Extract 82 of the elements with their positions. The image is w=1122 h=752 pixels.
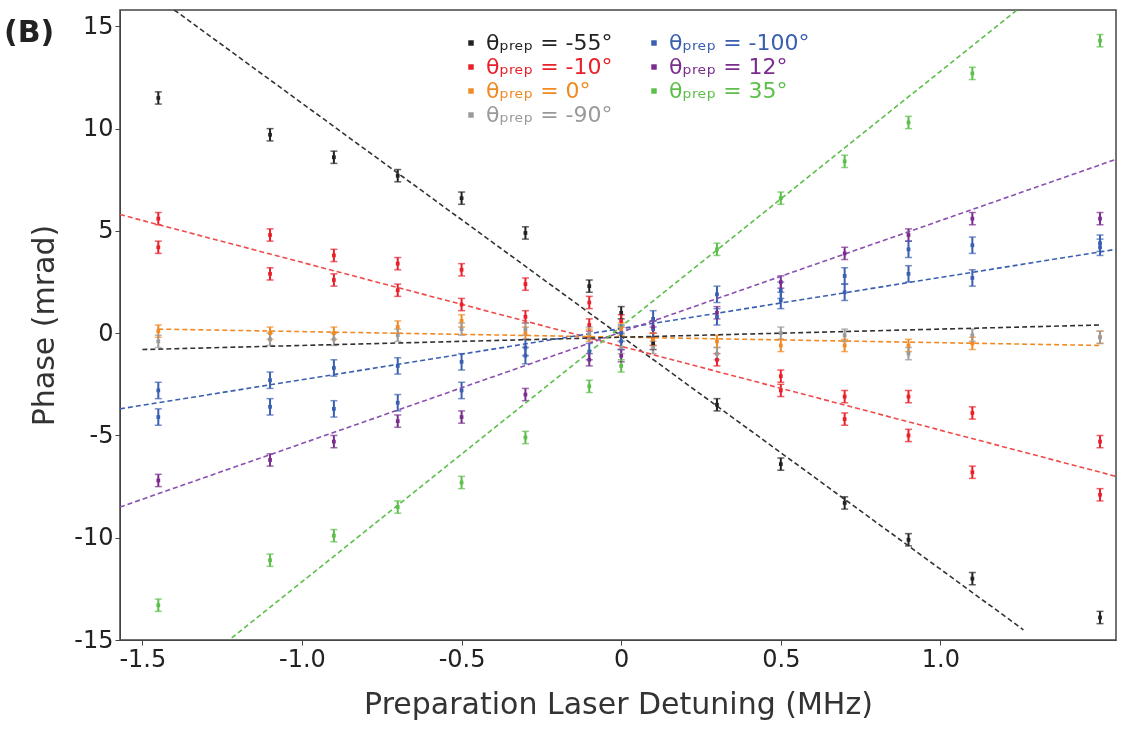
point [268, 404, 272, 409]
point [715, 310, 719, 315]
point [395, 400, 400, 405]
point [619, 310, 624, 315]
point [970, 411, 975, 415]
point [395, 288, 400, 293]
point [778, 196, 783, 201]
y-tick-label: 0 [98, 318, 114, 347]
point [842, 290, 847, 295]
point [268, 271, 272, 276]
point [970, 576, 975, 581]
point [842, 159, 847, 164]
point [332, 278, 336, 282]
y-tick-label: 15 [82, 11, 114, 40]
point [715, 247, 719, 252]
legend-label: θₚᵣₑₚ = -90° [486, 102, 613, 127]
point [970, 243, 975, 248]
point [156, 415, 161, 419]
point [778, 374, 783, 379]
point [395, 419, 400, 424]
point [1098, 38, 1102, 43]
point [268, 458, 272, 462]
legend-label: θₚᵣₑₚ = 0° [486, 78, 591, 103]
point [156, 216, 161, 221]
point [970, 216, 975, 221]
point [268, 233, 272, 237]
y-tick-label: -5 [89, 420, 114, 449]
point [842, 274, 847, 278]
x-tick-label: -0.5 [438, 644, 486, 673]
point [970, 276, 975, 280]
y-tick-label: -15 [74, 625, 114, 654]
chart-title: (B) [4, 14, 55, 49]
point [156, 245, 161, 250]
x-tick-label: 0 [614, 644, 630, 673]
point [332, 533, 336, 538]
point [715, 402, 719, 407]
point [395, 364, 400, 368]
x-axis-title: Preparation Laser Detuning (MHz) [364, 685, 873, 721]
point [156, 339, 161, 344]
x-tick-label: 0.5 [762, 644, 801, 673]
point [268, 558, 272, 563]
point [619, 364, 624, 368]
point [842, 501, 847, 505]
legend-label: θₚᵣₑₚ = 35° [669, 78, 788, 103]
y-tick-label: 5 [98, 216, 114, 245]
point [395, 261, 400, 266]
point [395, 505, 400, 509]
point [778, 462, 783, 466]
point [651, 316, 655, 321]
point [1098, 492, 1102, 497]
legend-label: θₚᵣₑₚ = 12° [669, 54, 788, 79]
point [715, 314, 719, 319]
legend-label: θₚᵣₑₚ = -55° [486, 30, 613, 55]
point [587, 284, 592, 289]
y-tick-label: -10 [74, 523, 114, 552]
x-tick-label: 1.0 [921, 644, 961, 673]
point [587, 384, 592, 389]
point [970, 470, 975, 475]
point [332, 406, 336, 411]
point [395, 173, 400, 178]
x-tick-label: -1.0 [279, 644, 326, 673]
legend-label: θₚᵣₑₚ = -100° [669, 30, 810, 55]
y-tick-label: 10 [82, 114, 114, 143]
point [778, 331, 783, 336]
point [842, 333, 847, 338]
point [1098, 216, 1102, 221]
x-tick-label: -1.5 [119, 644, 167, 673]
point [1098, 245, 1102, 250]
point [156, 603, 161, 608]
point [715, 292, 719, 297]
point [156, 329, 161, 334]
point [395, 333, 400, 338]
legend-label: θₚᵣₑₚ = -10° [486, 54, 613, 79]
point [842, 417, 847, 421]
point [268, 378, 272, 383]
point [332, 366, 336, 370]
point [332, 155, 336, 160]
point [715, 339, 719, 344]
point [268, 132, 272, 137]
point [1098, 241, 1102, 246]
point [156, 96, 161, 100]
y-axis-title: Phase (mrad) [26, 224, 62, 427]
